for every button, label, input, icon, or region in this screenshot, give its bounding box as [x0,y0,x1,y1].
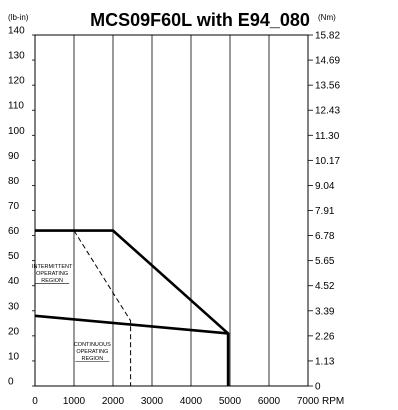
right-tick-label: 2.26 [315,331,335,342]
region-label-line: REGION [41,278,63,284]
left-axis-unit: (lb-in) [8,13,29,22]
right-tick-label: 4.52 [315,281,335,292]
y-tick-label: 30 [8,301,20,312]
y-tick-label: 40 [8,276,20,287]
right-axis-unit: (Nm) [318,13,336,22]
x-tick-label: 1000 [63,396,86,407]
right-tick-label: 9.04 [315,181,335,192]
right-tick-label: 5.65 [315,256,335,267]
y-tick-label: 60 [8,226,20,237]
right-tick-label: 12.43 [315,106,340,117]
x-tick-label: 0 [32,396,38,407]
x-tick-label: 3000 [141,396,164,407]
plot-frame [34,34,309,387]
region-label-line: INTERMITTENT [32,264,73,270]
y-tick-label: 100 [8,126,25,137]
y-tick-label: 70 [8,201,20,212]
y-tick-label: 130 [8,51,25,62]
y-tick-label: 10 [8,351,20,362]
y-tick-label: 140 [8,26,25,37]
region-label-line: CONTINUOUS [74,342,111,348]
region-label-line: OPERATING [36,271,68,277]
y-tick-label: 20 [8,326,20,337]
x-tick-label: 7000 [297,396,320,407]
right-tick-label: 13.56 [315,81,340,92]
y-axis-ticks: 0 10 20 30 40 50 60 70 80 90 100 110 120 130 140 [8,26,35,388]
region-label-line: OPERATING [76,349,108,355]
x-tick-label: 2000 [102,396,125,407]
right-axis-ticks: 0 1.13 2.26 3.39 4.52 5.65 6.78 7.91 9.04 10.17 11… [308,31,340,393]
chart-title: MCS09F60L with E94_080 [90,10,310,30]
curve-2 [34,314,229,335]
curve-3 [73,230,132,386]
y-tick-label: 0 [8,377,14,388]
right-tick-label: 15.82 [315,31,340,42]
y-tick-label: 90 [8,151,20,162]
right-tick-label: 1.13 [315,356,335,367]
x-tick-label: 4000 [180,396,203,407]
x-axis-ticks: 0 1000 2000 3000 4000 5000 6000 7000 [32,396,319,407]
right-tick-label: 6.78 [315,231,335,242]
y-tick-label: 110 [8,101,24,112]
y-tick-label: 50 [8,251,20,262]
x-tick-label: 6000 [258,396,281,407]
right-tick-label: 7.91 [315,206,335,217]
x-tick-label: 5000 [219,396,242,407]
right-tick-label: 14.69 [315,56,340,67]
grid [73,35,270,386]
y-tick-label: 120 [8,76,25,87]
right-tick-label: 3.39 [315,306,335,317]
right-tick-label: 11.30 [315,131,340,142]
curve-1 [35,229,230,386]
region-labels: INTERMITTENTOPERATINGREGIONCONTINUOUSOPE… [32,264,111,362]
right-tick-label: 10.17 [315,156,340,167]
right-tick-label: 0 [315,382,321,393]
x-axis-unit: RPM [322,396,344,407]
y-tick-label: 80 [8,176,20,187]
region-label-line: REGION [81,356,103,362]
curves [34,229,230,386]
